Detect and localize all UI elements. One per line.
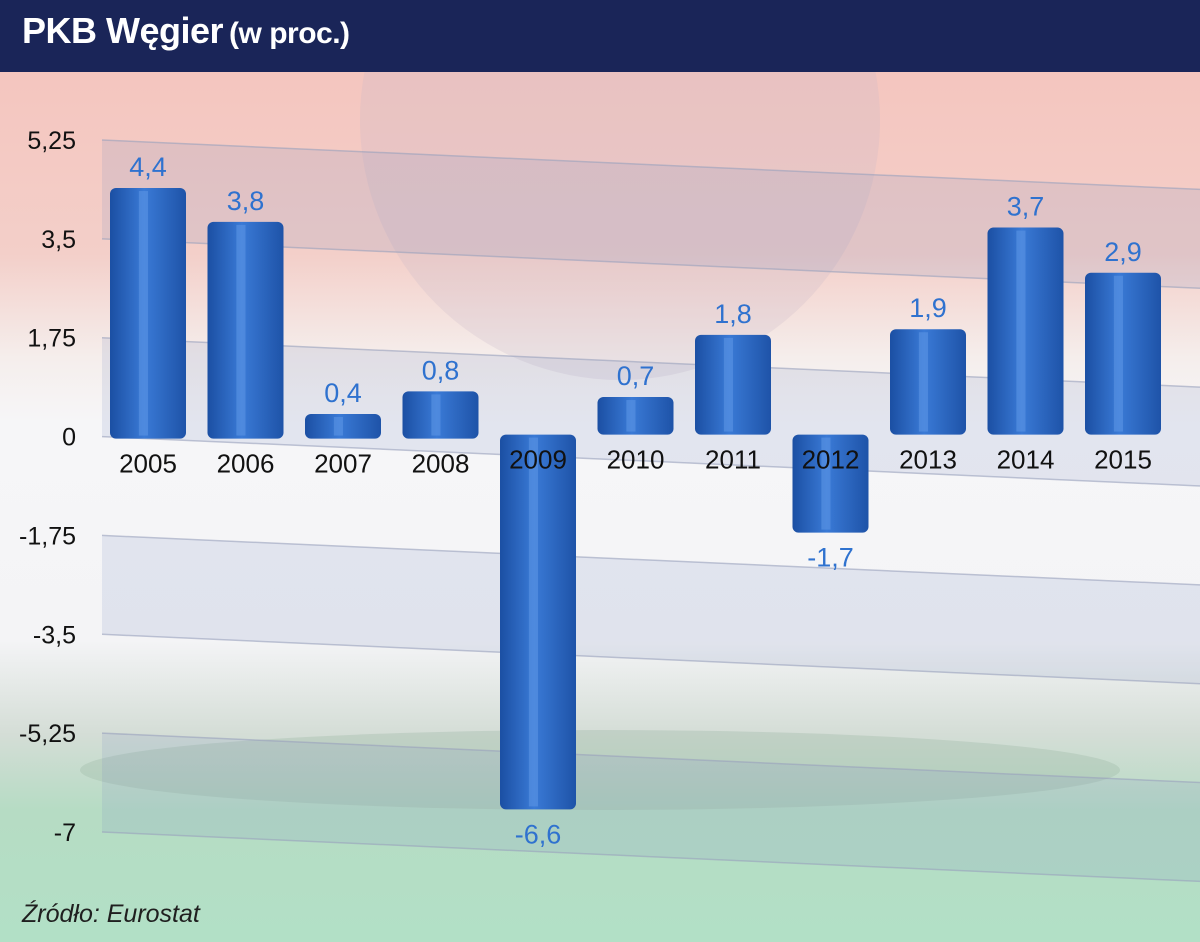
x-tick-label: 2014 xyxy=(997,445,1055,475)
gridlines xyxy=(101,139,1200,883)
value-label: 0,8 xyxy=(422,355,460,385)
bars xyxy=(110,188,1161,810)
grid-band xyxy=(102,535,1200,684)
gridline xyxy=(101,633,1200,685)
bar-highlight xyxy=(1113,275,1123,432)
value-label: 1,8 xyxy=(714,299,752,329)
x-tick-label: 2009 xyxy=(509,445,567,475)
value-label: -6,6 xyxy=(515,819,562,849)
gridline xyxy=(101,732,1200,784)
y-tick-label: 0 xyxy=(62,424,76,452)
bar-highlight xyxy=(333,416,343,436)
bar-highlight xyxy=(626,400,636,432)
chart-title: PKB Węgier (w proc.) xyxy=(22,10,350,52)
title-text: PKB Węgier xyxy=(22,10,224,51)
bar-highlight xyxy=(723,337,733,432)
x-axis-ticks: 2005 2006 2007 2008 2009 2010 2011 2012 2013 2014… xyxy=(119,445,1152,479)
y-axis-ticks: 5,25 3,5 1,75 0 -1,75 -3,5 -5,25 -7 xyxy=(19,127,76,847)
value-label: 0,4 xyxy=(324,378,362,408)
x-tick-label: 2010 xyxy=(607,445,665,475)
y-tick-label: 1,75 xyxy=(27,325,76,353)
gridline xyxy=(101,435,1200,487)
subtitle-text: (w proc.) xyxy=(229,17,350,50)
bar-highlight xyxy=(431,394,441,436)
grid-band xyxy=(102,733,1200,882)
bar-highlight xyxy=(918,332,928,432)
bar-highlight xyxy=(821,437,831,530)
bar-highlight xyxy=(138,191,148,436)
x-tick-label: 2012 xyxy=(802,445,860,475)
y-tick-label: -1,75 xyxy=(19,522,76,550)
y-tick-label: 3,5 xyxy=(41,226,76,254)
value-label: 3,8 xyxy=(227,186,265,216)
bar-highlight xyxy=(528,437,538,807)
title-bar: PKB Węgier (w proc.) xyxy=(0,0,1200,72)
value-label: 0,7 xyxy=(617,361,655,391)
value-label: -1,7 xyxy=(807,543,854,573)
gridline xyxy=(101,534,1200,586)
gridline xyxy=(101,831,1200,883)
x-tick-label: 2011 xyxy=(705,445,761,475)
value-label: 1,9 xyxy=(909,293,947,323)
gridline xyxy=(101,139,1200,191)
value-label: 2,9 xyxy=(1104,237,1142,267)
source-note: Źródło: Eurostat xyxy=(22,900,200,928)
x-tick-label: 2005 xyxy=(119,449,177,479)
value-label: 4,4 xyxy=(129,152,167,182)
x-tick-label: 2006 xyxy=(217,449,275,479)
x-tick-label: 2007 xyxy=(314,449,372,479)
y-tick-label: -7 xyxy=(54,819,76,847)
value-labels: 4,4 3,8 0,4 0,8 -6,6 0,7 1,8 -1,7 1,9 3,7 2,9 xyxy=(129,152,1142,849)
value-label: 3,7 xyxy=(1007,192,1045,222)
y-tick-label: -3,5 xyxy=(33,621,76,649)
bar-highlight xyxy=(1016,230,1026,432)
x-tick-label: 2013 xyxy=(899,445,957,475)
x-tick-label: 2008 xyxy=(412,449,470,479)
bar-highlight xyxy=(236,224,246,436)
y-tick-label: 5,25 xyxy=(27,127,76,155)
x-tick-label: 2015 xyxy=(1094,445,1152,475)
y-tick-label: -5,25 xyxy=(19,720,76,748)
